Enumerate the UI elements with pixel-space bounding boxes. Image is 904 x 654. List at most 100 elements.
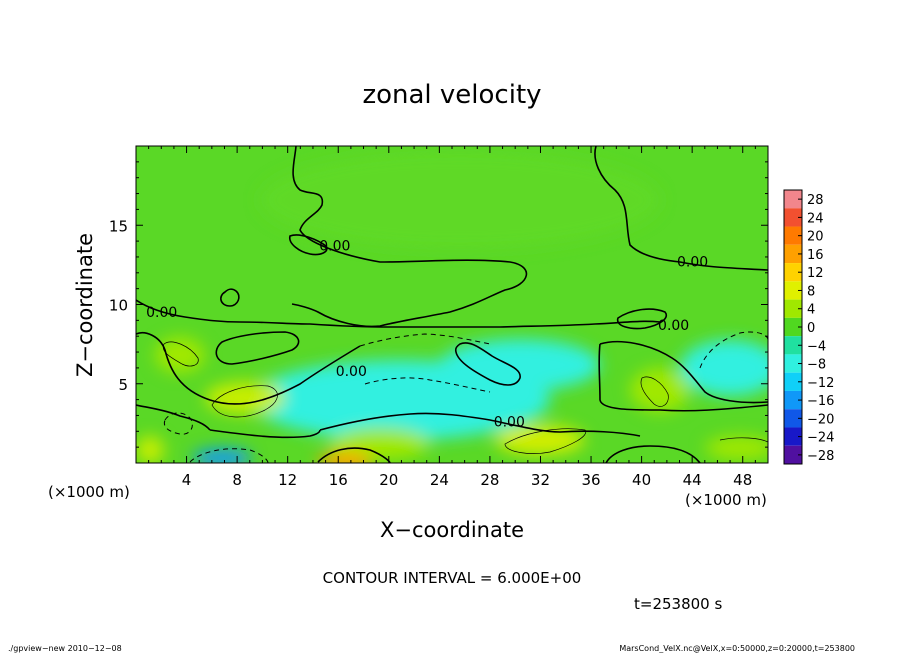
contour-label: 0.00 — [494, 415, 525, 431]
footer-source: MarsCond_VelX.nc@VelX,x=0:50000,z=0:2000… — [619, 644, 855, 653]
x-tick-label: 40 — [632, 471, 651, 489]
colorbar: 28 24 20 16 12 8 4 0 −4 −8 −12 −16 −20 −24 −28 — [783, 189, 834, 465]
x-tick-label: 20 — [379, 471, 398, 489]
colorbar-swatch — [784, 336, 802, 355]
x-tick-label: 4 — [182, 471, 192, 489]
contour-label: 0.00 — [677, 254, 708, 270]
colorbar-label: −16 — [807, 394, 834, 409]
colorbar-swatch — [784, 390, 802, 410]
contour-lines — [136, 146, 768, 463]
y-tick-label: 5 — [118, 376, 128, 394]
contour-zero — [136, 299, 661, 328]
contour-zero — [605, 445, 701, 463]
contour-zero — [136, 404, 211, 431]
colorbar-swatch — [784, 263, 802, 282]
colorbar-label: 4 — [807, 303, 815, 318]
contour-zero — [319, 412, 641, 437]
contour-lines-dashed — [163, 331, 768, 463]
time-label: t=253800 s — [634, 595, 722, 613]
contour-positive — [162, 341, 199, 367]
colorbar-swatch — [784, 190, 802, 209]
colorbar-label: −28 — [807, 449, 834, 464]
colorbar-swatch — [784, 208, 802, 227]
contour-zero — [209, 429, 321, 439]
x-axis-unit-right: (×1000 m) — [685, 491, 767, 509]
x-tick-label: 16 — [329, 471, 348, 489]
x-tick-label: 8 — [232, 471, 242, 489]
field-blob — [136, 436, 164, 463]
contour-negative — [163, 412, 193, 435]
heatmap-field: 0.00 0.00 0.00 0.00 0.00 0.00 — [136, 146, 768, 463]
contour-negative — [359, 333, 491, 347]
contour-label: 0.00 — [336, 364, 367, 380]
colorbar-swatch — [784, 226, 802, 245]
contour-negative — [699, 331, 768, 369]
field-blob — [317, 453, 373, 463]
colorbar-label: 12 — [807, 266, 824, 281]
colorbar-label: 24 — [807, 211, 824, 226]
colorbar-label: −20 — [807, 412, 834, 427]
contour-lines-thin — [162, 341, 768, 454]
colorbar-swatch — [784, 409, 802, 428]
contour-zero — [616, 308, 667, 330]
colorbar-label: 0 — [807, 321, 815, 336]
contour-positive — [640, 376, 669, 407]
contour-positive — [211, 385, 278, 418]
colorbar-swatch — [784, 445, 802, 464]
x-tick-label: 24 — [430, 471, 449, 489]
contour-labels: 0.00 0.00 0.00 0.00 0.00 0.00 — [146, 239, 708, 431]
colorbar-label: 16 — [807, 248, 824, 263]
x-tick-label: 12 — [278, 471, 297, 489]
colorbar-swatch — [784, 372, 802, 391]
contour-zero — [594, 146, 768, 271]
colorbar-label: −24 — [807, 431, 834, 446]
field-blob — [155, 337, 205, 373]
y-axis-label: Z−coordinate — [73, 233, 97, 377]
colorbar-swatch — [784, 317, 802, 337]
colorbar-swatch — [784, 244, 802, 264]
x-tick-label: 36 — [581, 471, 600, 489]
contour-positive — [719, 437, 768, 443]
contour-zero — [599, 340, 768, 404]
colorbar-label: 28 — [807, 193, 824, 208]
field-blob — [440, 339, 600, 391]
contour-interval: CONTOUR INTERVAL = 6.000E+00 — [323, 569, 582, 587]
field-blob — [705, 436, 768, 460]
footer-program: ./gpview−new 2010−12−08 — [8, 644, 122, 653]
contour-zero — [215, 331, 300, 365]
x-axis-ticks: 4 8 12 16 20 24 28 32 36 40 44 48 — [148, 146, 756, 489]
colorbar-swatch — [784, 281, 802, 300]
field-blob — [260, 150, 660, 250]
contour-zero — [136, 332, 361, 405]
contour-negative — [364, 377, 491, 393]
colorbar-swatch — [784, 354, 802, 373]
field-blob — [680, 340, 768, 396]
contour-label: 0.00 — [146, 305, 177, 321]
colorbar-swatch — [784, 427, 802, 446]
field-blob — [630, 368, 690, 412]
x-axis-label: X−coordinate — [380, 518, 524, 542]
contour-negative — [189, 448, 269, 463]
contour-positive — [504, 428, 587, 454]
colorbar-label: −8 — [807, 358, 826, 373]
x-tick-label: 48 — [733, 471, 752, 489]
y-axis-ticks: 5 10 15 — [109, 161, 768, 448]
chart-title: zonal velocity — [362, 80, 541, 110]
colorbar-label: 20 — [807, 230, 824, 245]
x-tick-label: 44 — [683, 471, 702, 489]
field-blob — [192, 449, 252, 463]
contour-zero — [598, 343, 768, 412]
y-tick-label: 15 — [109, 217, 128, 235]
x-axis-unit-left: (×1000 m) — [48, 483, 130, 501]
y-tick-label: 10 — [109, 297, 128, 315]
contour-label: 0.00 — [658, 318, 689, 334]
contour-zero — [289, 234, 328, 256]
colorbar-label: 8 — [807, 284, 815, 299]
field-blob — [330, 428, 430, 460]
x-tick-label: 28 — [480, 471, 499, 489]
contour-zero — [454, 342, 521, 386]
x-tick-label: 32 — [531, 471, 550, 489]
contour-zero — [220, 288, 240, 307]
field-blob — [205, 382, 285, 414]
